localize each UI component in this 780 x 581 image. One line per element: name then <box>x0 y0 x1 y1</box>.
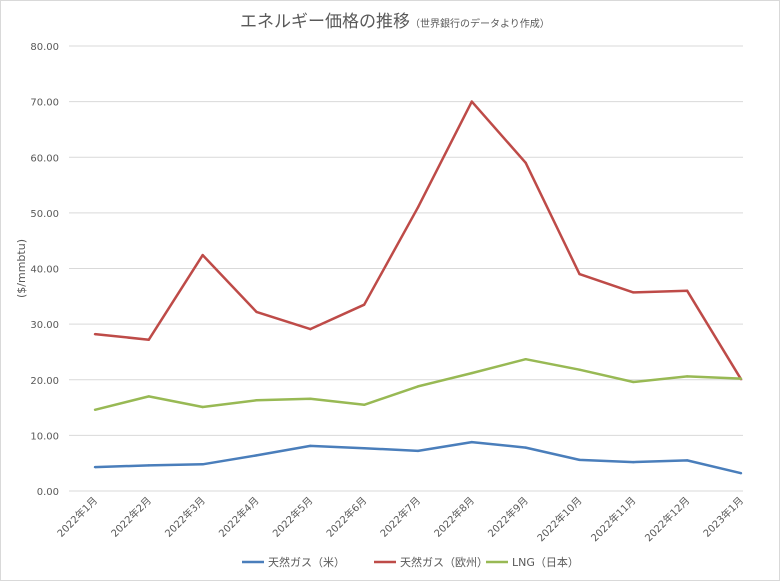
data-point <box>93 465 97 469</box>
y-tick-label: 20.00 <box>30 376 59 387</box>
data-point <box>362 446 366 450</box>
data-point <box>470 100 474 103</box>
x-tick-label: 2022年10月 <box>534 494 584 544</box>
data-point <box>632 460 635 464</box>
data-point <box>685 459 689 462</box>
x-tick-label: 2023年1月 <box>700 494 746 540</box>
y-axis-label: ($/mmbtu) <box>15 239 28 298</box>
data-point <box>470 440 474 444</box>
data-point <box>416 385 420 388</box>
series-line <box>94 100 743 380</box>
chart-subtitle: （世界銀行のデータより作成） <box>410 17 550 30</box>
series-line <box>94 357 742 412</box>
legend-label: LNG（日本） <box>512 555 579 569</box>
x-tick-label: 2022年5月 <box>270 494 316 540</box>
data-point <box>309 444 312 448</box>
data-point <box>416 206 420 209</box>
data-point <box>201 253 204 257</box>
series-line <box>94 440 742 475</box>
x-tick-label: 2022年6月 <box>323 494 369 540</box>
data-point <box>578 272 581 276</box>
y-tick-label: 80.00 <box>30 42 59 53</box>
data-point <box>201 463 204 466</box>
data-point <box>309 327 312 331</box>
data-point <box>255 310 258 314</box>
data-point <box>685 289 689 292</box>
legend-label: 天然ガス（米） <box>268 555 345 569</box>
y-tick-label: 70.00 <box>30 98 59 109</box>
data-point <box>362 303 366 306</box>
legend-label: 天然ガス（欧州） <box>400 555 488 569</box>
x-tick-label: 2022年7月 <box>377 494 423 540</box>
x-tick-label: 2022年3月 <box>162 494 208 540</box>
data-point <box>362 403 366 406</box>
data-point <box>739 472 743 475</box>
y-tick-label: 50.00 <box>30 209 59 220</box>
data-point <box>147 464 151 467</box>
data-point <box>578 368 581 371</box>
x-tick-label: 2022年9月 <box>485 494 531 540</box>
y-tick-label: 0.00 <box>37 487 59 498</box>
y-tick-label: 40.00 <box>30 265 59 276</box>
data-point <box>255 399 258 402</box>
data-point <box>93 332 97 336</box>
data-point <box>309 397 312 400</box>
data-point <box>739 377 743 380</box>
y-tick-label: 60.00 <box>30 153 59 164</box>
data-point <box>632 291 635 294</box>
chart-title: エネルギー価格の推移 <box>240 12 410 32</box>
data-point <box>524 446 527 449</box>
data-point <box>416 449 420 453</box>
data-point <box>524 357 527 361</box>
data-point <box>524 161 527 165</box>
data-point <box>255 454 258 457</box>
data-point <box>632 380 635 384</box>
data-point <box>93 408 97 411</box>
x-tick-label: 2022年11月 <box>588 494 638 544</box>
y-tick-label: 10.00 <box>30 431 59 442</box>
data-point <box>147 338 151 341</box>
x-tick-label: 2022年1月 <box>54 494 100 540</box>
data-point <box>685 375 689 378</box>
data-point <box>578 458 581 462</box>
x-tick-label: 2022年4月 <box>216 494 262 540</box>
y-tick-label: 30.00 <box>30 320 59 331</box>
data-point <box>470 371 474 375</box>
data-point <box>147 395 151 398</box>
x-tick-label: 2022年8月 <box>431 494 477 540</box>
data-point <box>201 405 204 409</box>
x-tick-label: 2022年2月 <box>108 494 154 540</box>
x-tick-label: 2022年12月 <box>642 494 692 544</box>
